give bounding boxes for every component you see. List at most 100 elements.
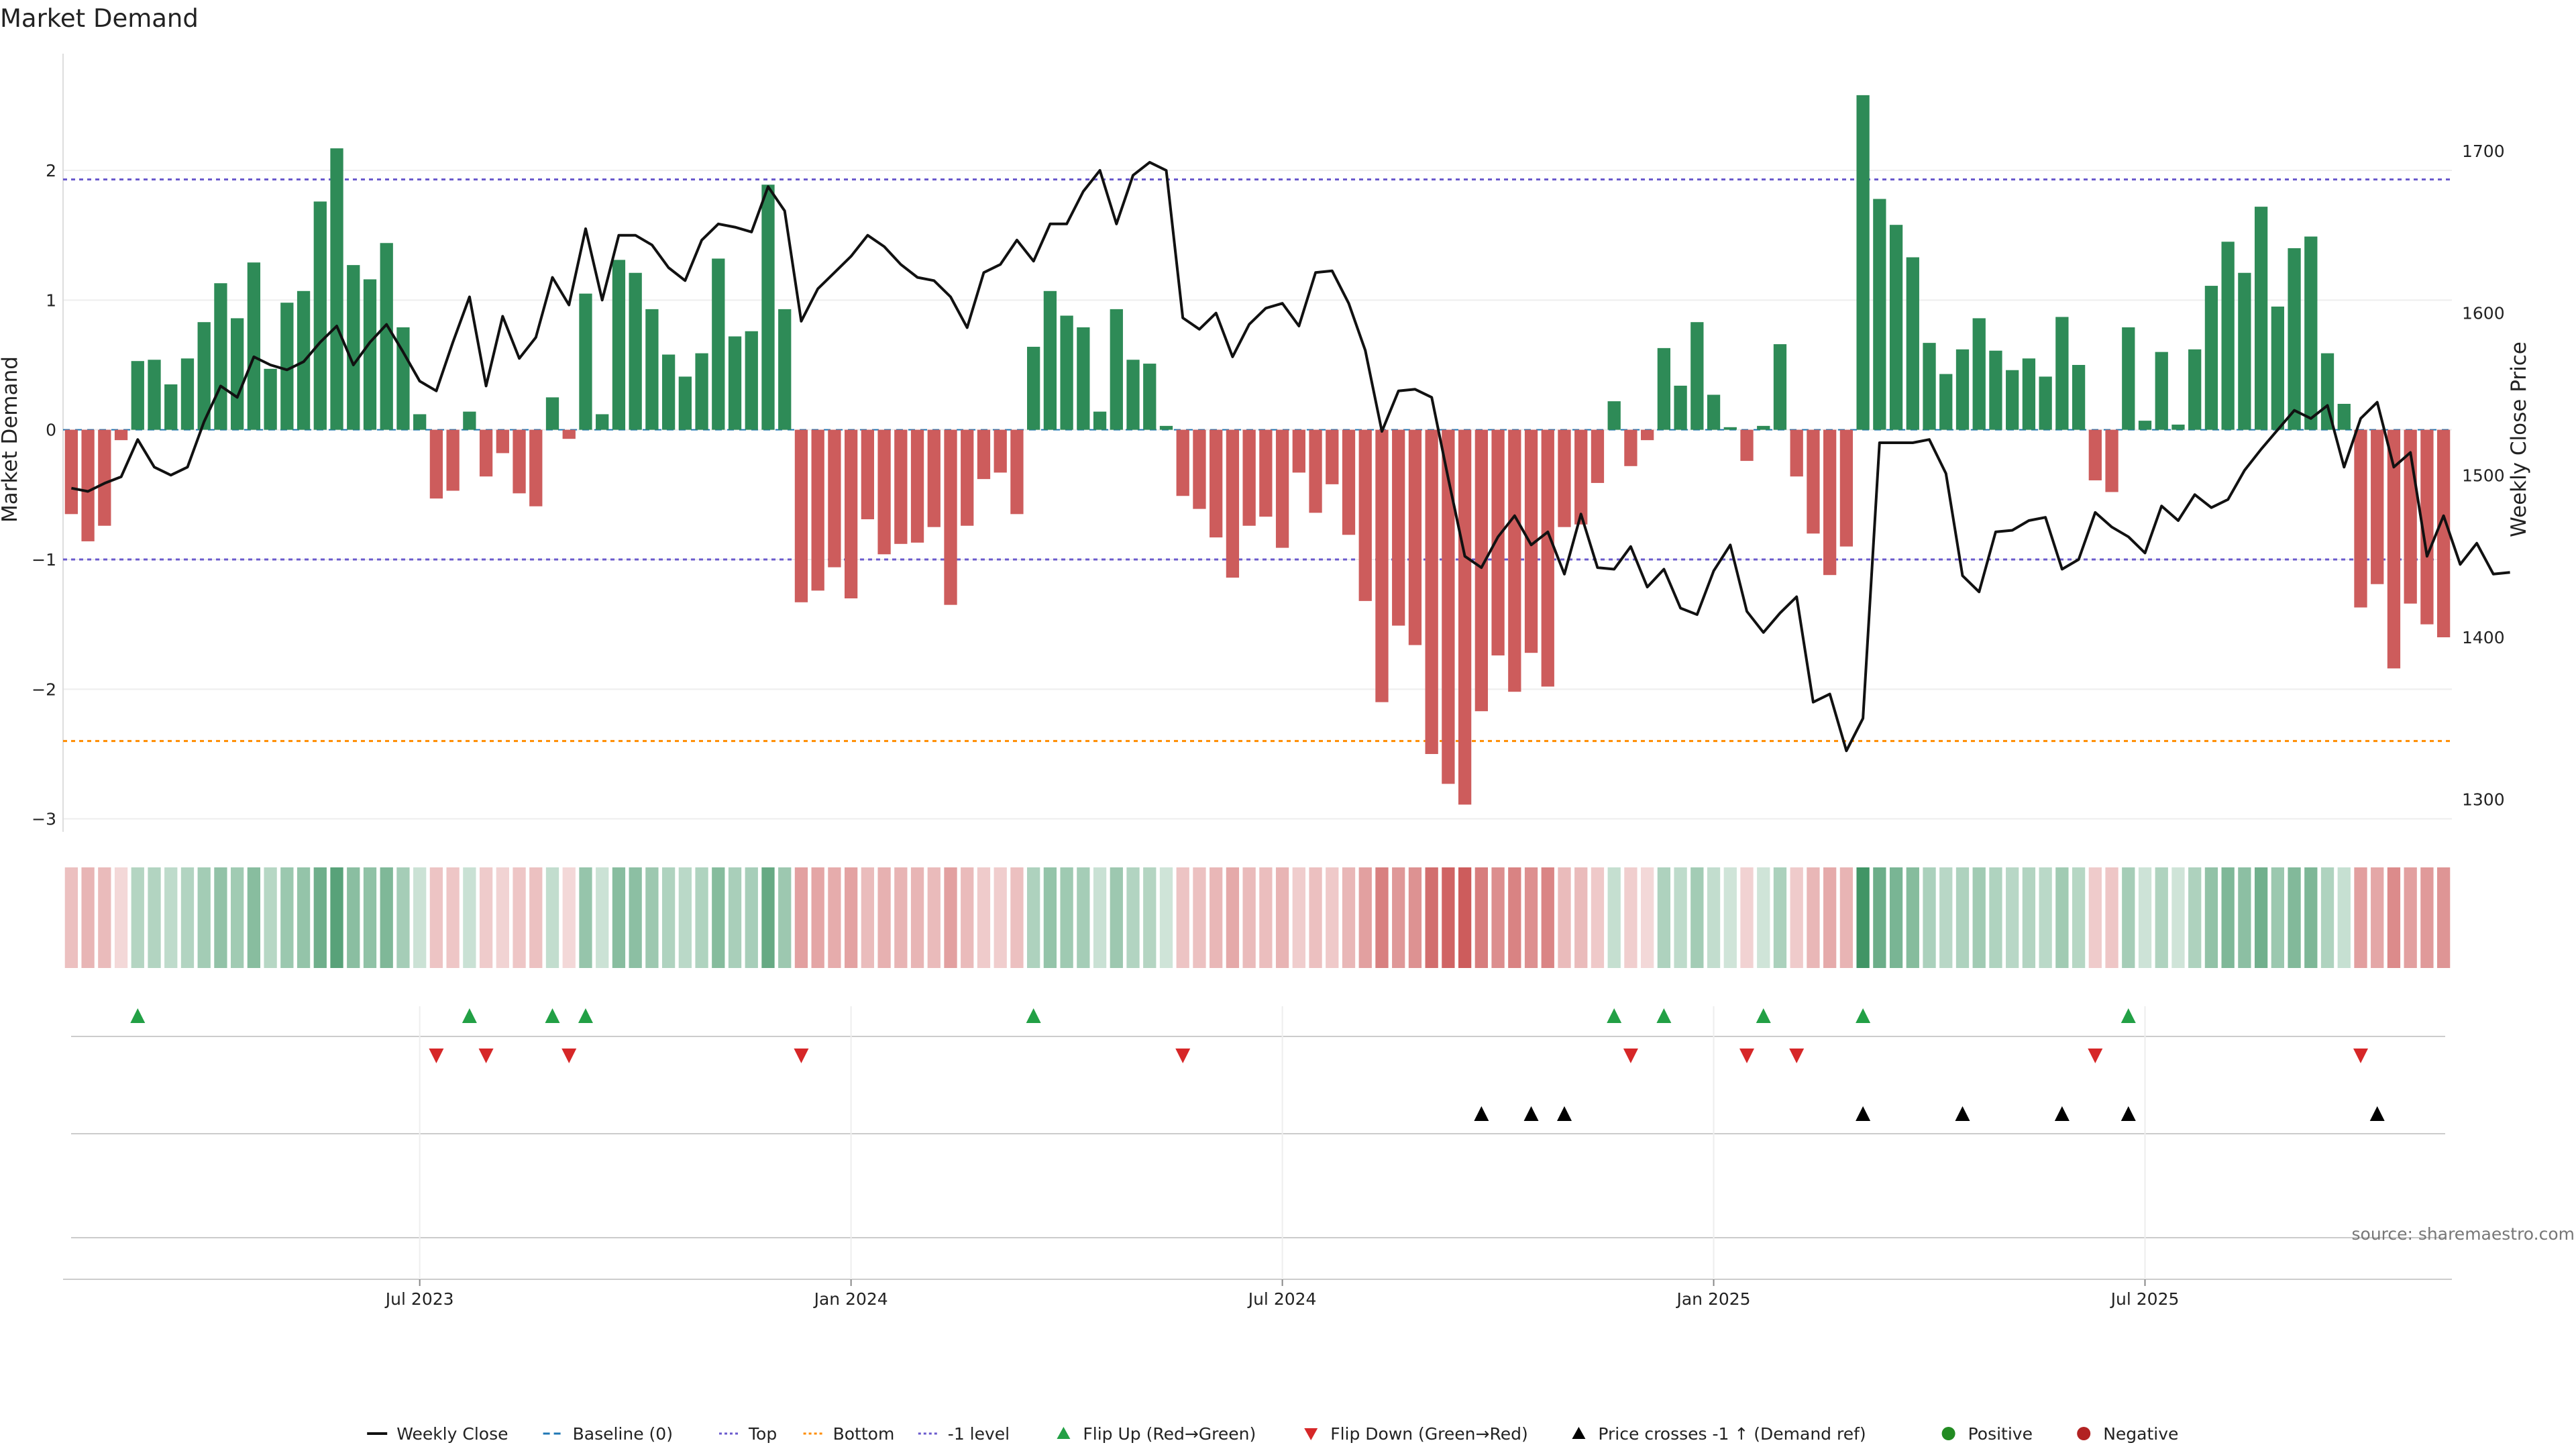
heat-cell [1640, 867, 1654, 968]
heat-cell [1773, 867, 1787, 968]
demand-bar [1889, 225, 1903, 430]
flip-up-marker [1856, 1008, 1871, 1023]
heat-cell [1309, 867, 1322, 968]
demand-bar [313, 201, 327, 430]
flip-down-marker [794, 1049, 809, 1063]
demand-bar [761, 184, 775, 430]
demand-bar [828, 429, 841, 568]
heat-cell [1077, 867, 1090, 968]
legend-marker-negative [2077, 1427, 2091, 1440]
demand-bar [1210, 429, 1223, 538]
x-ticks: Jul 2023 Jan 2024 Jul 2024 Jan 2025 Jul 2025 [384, 1006, 2179, 1309]
demand-bar [2171, 424, 2185, 430]
heat-cell [1176, 867, 1189, 968]
y2-ticks: 1700 1600 1500 1400 1300 [2462, 142, 2505, 810]
heat-cell [446, 867, 460, 968]
heat-cell [1823, 867, 1837, 968]
demand-bar [1242, 429, 1256, 526]
flip-down-marker [1739, 1049, 1755, 1063]
legend-label-flip_up: Flip Up (Red→Green) [1083, 1424, 1256, 1444]
heat-cell [479, 867, 493, 968]
heat-cell [247, 867, 261, 968]
heat-cell [1558, 867, 1571, 968]
demand-bar [280, 303, 294, 430]
heat-cell [861, 867, 875, 968]
price-cross-marker [1955, 1106, 1970, 1121]
heat-cell [1508, 867, 1521, 968]
legend-marker-flip_up [1057, 1427, 1071, 1439]
demand-bar [98, 429, 111, 526]
heat-cell [828, 867, 841, 968]
demand-bar [1839, 429, 1854, 547]
legend-label-price_cross: Price crosses -1 ↑ (Demand ref) [1598, 1424, 1866, 1444]
heat-cell [1607, 867, 1621, 968]
demand-bar [1640, 429, 1654, 441]
heat-cell [1856, 867, 1870, 968]
heat-cell [2088, 867, 2102, 968]
demand-bar [2105, 429, 2118, 492]
heat-cell [961, 867, 974, 968]
heat-cell [596, 867, 609, 968]
heat-cell [297, 867, 311, 968]
heat-cell [1474, 867, 1488, 968]
heat-cell [2155, 867, 2168, 968]
demand-bar [214, 283, 227, 430]
heat-cell [2171, 867, 2185, 968]
demand-bar [1143, 364, 1157, 430]
y-tick-label: 2 [46, 161, 56, 180]
y2-tick-label: 1600 [2462, 304, 2505, 323]
demand-bar [1790, 429, 1803, 477]
heat-cell [114, 867, 128, 968]
demand-bar [1873, 199, 1886, 430]
demand-bar [1541, 429, 1554, 687]
heat-cell [2022, 867, 2036, 968]
heat-cell [2072, 867, 2086, 968]
demand-bar [1126, 360, 1140, 430]
heat-cell [2404, 867, 2417, 968]
heat-cell [612, 867, 626, 968]
flip-up-marker [1756, 1008, 1771, 1023]
heat-cell [1657, 867, 1671, 968]
heat-cell [1839, 867, 1854, 968]
y2-axis-label: Weekly Close Price [2507, 341, 2531, 537]
demand-bar [197, 322, 211, 430]
heat-cell [1326, 867, 1339, 968]
flip-up-marker [545, 1008, 560, 1023]
heat-cell [313, 867, 327, 968]
demand-bar [2238, 272, 2251, 430]
heat-cell [1193, 867, 1206, 968]
heat-cell [1740, 867, 1754, 968]
demand-bar [944, 429, 957, 605]
legend-label-negative: Negative [2103, 1424, 2178, 1444]
demand-bar [2022, 358, 2036, 430]
heat-cell [645, 867, 659, 968]
heat-cell [1674, 867, 1687, 968]
demand-bar [1624, 429, 1638, 466]
heat-cell [844, 867, 858, 968]
demand-bar [2006, 370, 2019, 430]
flip-up-marker [1026, 1008, 1041, 1023]
y2-tick-label: 1700 [2462, 142, 2505, 161]
heat-cell [2204, 867, 2218, 968]
heat-cell [977, 867, 991, 968]
demand-bar [81, 429, 95, 541]
heat-cell [1889, 867, 1903, 968]
demand-heat-strip [64, 867, 2451, 968]
heat-cell [562, 867, 576, 968]
demand-bar [1060, 315, 1073, 430]
heat-cell [1707, 867, 1721, 968]
heat-cell [1442, 867, 1455, 968]
demand-bar [479, 429, 493, 477]
heat-cell [231, 867, 244, 968]
demand-bar [1326, 429, 1339, 484]
heat-cell [1242, 867, 1256, 968]
demand-bar [562, 429, 576, 439]
price-cross-marker [1474, 1106, 1489, 1121]
demand-bar [1856, 95, 1870, 430]
heat-cell [1126, 867, 1140, 968]
flip-down-marker [1789, 1049, 1805, 1063]
heat-cell [2304, 867, 2318, 968]
heat-cell [2055, 867, 2069, 968]
heat-cell [2371, 867, 2384, 968]
price-cross-marker [2121, 1106, 2136, 1121]
